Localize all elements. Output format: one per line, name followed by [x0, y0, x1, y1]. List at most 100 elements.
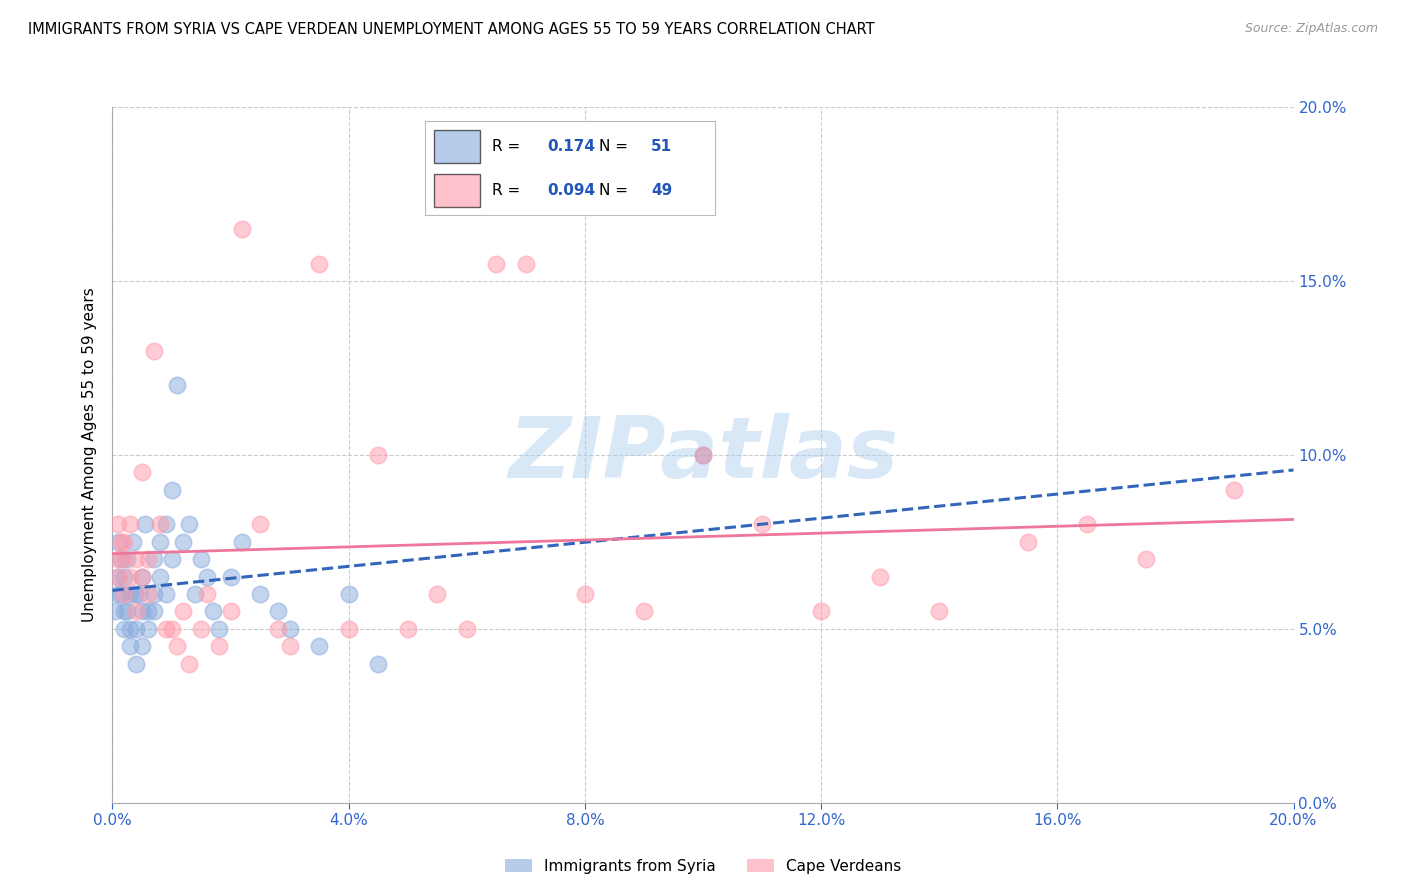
Point	[131, 570, 153, 584]
Point	[107, 552, 129, 566]
Text: ZIPatlas: ZIPatlas	[508, 413, 898, 497]
Point	[142, 605, 165, 619]
Point	[367, 657, 389, 671]
Point	[456, 622, 478, 636]
Point	[1223, 483, 1246, 497]
Point	[160, 622, 183, 636]
Point	[107, 570, 129, 584]
Point	[308, 639, 330, 653]
Point	[112, 534, 135, 549]
Point	[120, 639, 142, 653]
Point	[231, 534, 253, 549]
Point	[149, 570, 172, 584]
Point	[131, 639, 153, 653]
Point	[166, 378, 188, 392]
Point	[142, 587, 165, 601]
Point	[155, 622, 177, 636]
Point	[179, 517, 201, 532]
Point	[179, 657, 201, 671]
Point	[396, 622, 419, 636]
Point	[515, 256, 537, 270]
Point	[195, 570, 218, 584]
Point	[136, 622, 159, 636]
Point	[1135, 552, 1157, 566]
Point	[633, 605, 655, 619]
Point	[1017, 534, 1039, 549]
Point	[367, 448, 389, 462]
Point	[231, 221, 253, 235]
Point	[337, 587, 360, 601]
Point	[120, 622, 142, 636]
Point	[574, 587, 596, 601]
Point	[142, 552, 165, 566]
Point	[149, 517, 172, 532]
Point	[120, 570, 142, 584]
Point	[149, 534, 172, 549]
Point	[201, 605, 224, 619]
Point	[928, 605, 950, 619]
Point	[160, 552, 183, 566]
Point	[117, 552, 138, 566]
Point	[131, 466, 153, 480]
Point	[136, 552, 159, 566]
Point	[278, 639, 301, 653]
Point	[308, 256, 330, 270]
Text: Source: ZipAtlas.com: Source: ZipAtlas.com	[1244, 22, 1378, 36]
Point	[125, 657, 148, 671]
Point	[125, 622, 148, 636]
Point	[112, 552, 135, 566]
Point	[869, 570, 891, 584]
Point	[195, 587, 218, 601]
Point	[107, 534, 129, 549]
Point	[172, 605, 194, 619]
Point	[131, 570, 153, 584]
Point	[166, 639, 188, 653]
Text: IMMIGRANTS FROM SYRIA VS CAPE VERDEAN UNEMPLOYMENT AMONG AGES 55 TO 59 YEARS COR: IMMIGRANTS FROM SYRIA VS CAPE VERDEAN UN…	[28, 22, 875, 37]
Point	[136, 605, 159, 619]
Point	[278, 622, 301, 636]
Legend: Immigrants from Syria, Cape Verdeans: Immigrants from Syria, Cape Verdeans	[498, 853, 908, 880]
Point	[190, 622, 212, 636]
Point	[104, 605, 127, 619]
Point	[110, 534, 132, 549]
Point	[249, 517, 271, 532]
Point	[426, 587, 449, 601]
Point	[107, 587, 129, 601]
Point	[142, 343, 165, 358]
Point	[125, 605, 148, 619]
Point	[208, 622, 231, 636]
Point	[190, 552, 212, 566]
Point	[172, 534, 194, 549]
Point	[110, 552, 132, 566]
Point	[267, 605, 290, 619]
Point	[337, 622, 360, 636]
Point	[751, 517, 773, 532]
Point	[134, 517, 156, 532]
Point	[810, 605, 832, 619]
Point	[107, 570, 129, 584]
Point	[136, 587, 159, 601]
Point	[155, 587, 177, 601]
Point	[128, 587, 150, 601]
Point	[120, 587, 142, 601]
Point	[485, 256, 508, 270]
Point	[219, 570, 242, 584]
Point	[1076, 517, 1098, 532]
Point	[124, 587, 146, 601]
Point	[131, 605, 153, 619]
Point	[249, 587, 271, 601]
Point	[112, 622, 135, 636]
Point	[120, 517, 142, 532]
Point	[160, 483, 183, 497]
Point	[219, 605, 242, 619]
Point	[112, 605, 135, 619]
Point	[117, 605, 138, 619]
Point	[184, 587, 207, 601]
Point	[110, 587, 132, 601]
Point	[125, 552, 148, 566]
Point	[107, 517, 129, 532]
Point	[155, 517, 177, 532]
Point	[112, 587, 135, 601]
Point	[267, 622, 290, 636]
Point	[692, 448, 714, 462]
